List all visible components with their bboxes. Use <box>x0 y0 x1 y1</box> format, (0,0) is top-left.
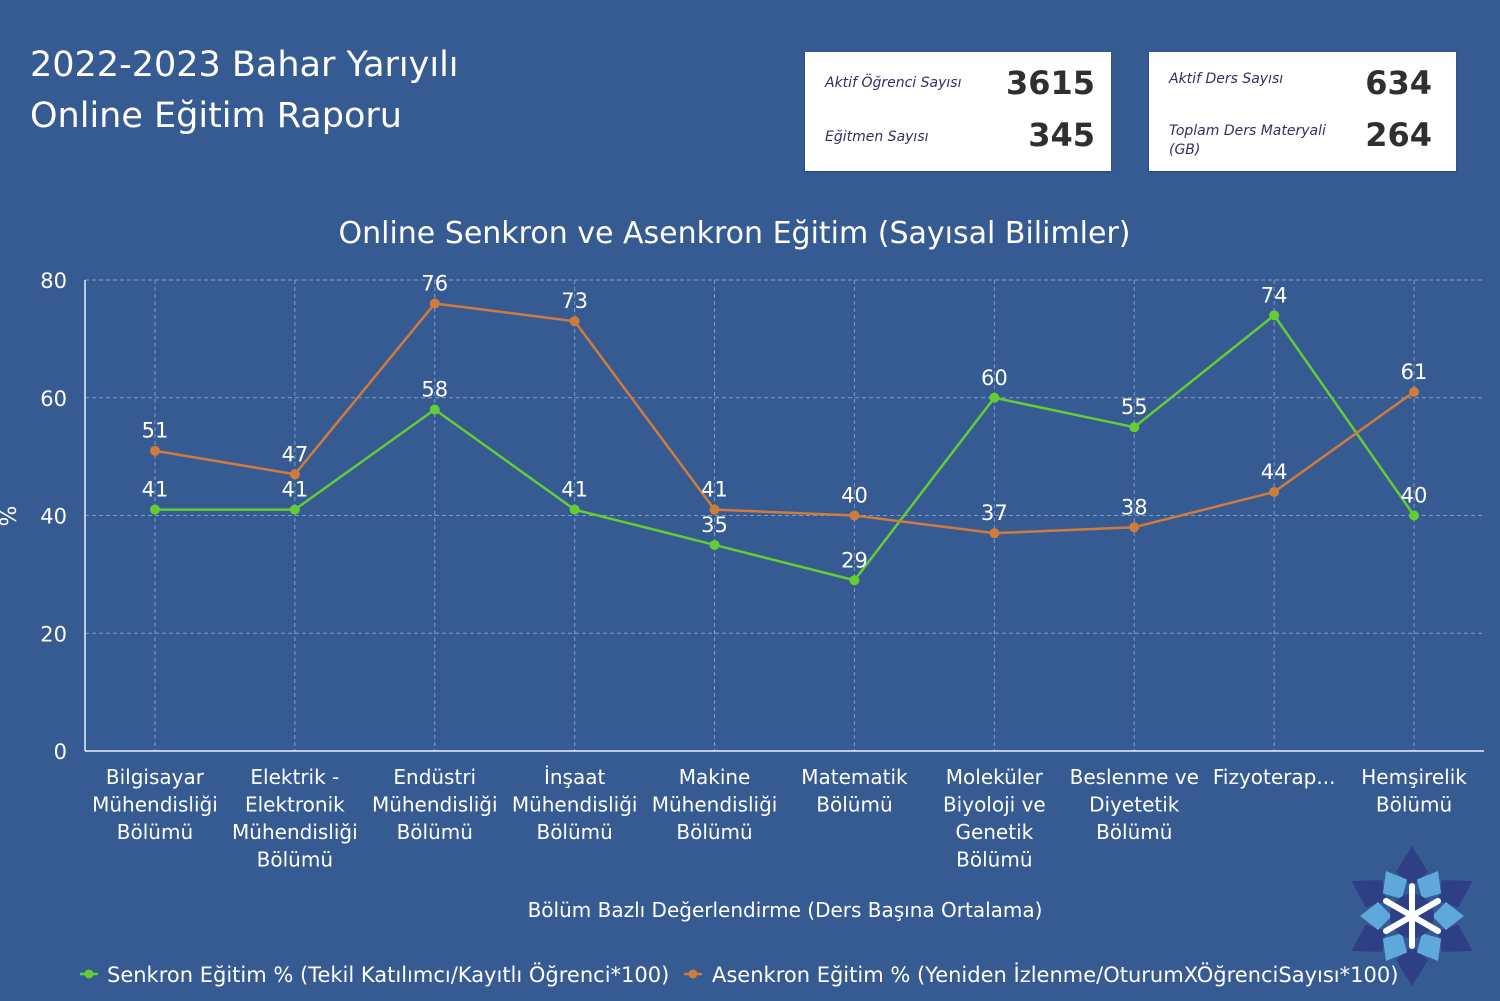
x-tick-label: Endüstri Mühendisliği Bölümü <box>372 765 498 844</box>
data-label-senkron: 35 <box>701 513 728 537</box>
data-point-senkron <box>989 392 1000 403</box>
kpi-row-active-courses: Aktif Ders Sayısı 634 <box>1149 60 1456 110</box>
kpi-label-active-courses: Aktif Ders Sayısı <box>1169 71 1284 87</box>
x-tick-label: Fizyoterap... <box>1213 765 1336 789</box>
data-label-asenkron: 51 <box>142 419 169 443</box>
kpi-value-course-material: 264 <box>1365 116 1432 154</box>
report-title-line2: Online Eğitim Raporu <box>30 96 402 136</box>
y-tick-label: 80 <box>40 269 67 293</box>
data-label-asenkron: 41 <box>701 478 728 502</box>
x-tick-label: Hemşirelik Bölümü <box>1361 765 1467 817</box>
data-point-asenkron <box>149 445 160 456</box>
data-point-asenkron <box>849 510 860 521</box>
data-label-senkron: 58 <box>421 378 448 402</box>
x-tick-label: İnşaat Mühendisliği Bölümü <box>512 765 638 844</box>
series-line-asenkron <box>154 302 1415 535</box>
chart-grid <box>85 279 1484 751</box>
data-point-senkron <box>1269 310 1280 321</box>
chart-legend: Senkron Eğitim % (Tekil Katılımcı/Kayıtl… <box>80 962 1398 987</box>
data-label-asenkron: 73 <box>561 289 588 313</box>
data-label-asenkron: 61 <box>1401 360 1428 384</box>
data-point-asenkron <box>1409 386 1420 397</box>
legend-entry: Asenkron Eğitim % (Yeniden İzlenme/Oturu… <box>712 962 1398 987</box>
x-axis-label: Bölüm Bazlı Değerlendirme (Ders Başına O… <box>528 898 1043 922</box>
y-tick-label: 0 <box>54 740 67 764</box>
report-title: 2022-2023 Bahar Yarıyılı Online Eğitim R… <box>30 40 459 142</box>
data-label-senkron: 40 <box>1401 484 1428 508</box>
data-point-senkron <box>709 539 720 550</box>
kpi-row-active-students: Aktif Öğrenci Sayısı 3615 <box>805 60 1111 110</box>
legend-swatch-marker <box>84 969 94 979</box>
kpi-label-course-material: Toplam Ders Materyali (GB) <box>1169 123 1326 158</box>
x-tick-label: Beslenme ve Diyetetik Bölümü <box>1070 765 1199 844</box>
data-point-asenkron <box>289 469 300 480</box>
data-label-asenkron: 37 <box>981 501 1008 525</box>
data-label-asenkron: 40 <box>841 484 868 508</box>
data-point-asenkron <box>1269 486 1280 497</box>
x-tick-label: Matematik Bölümü <box>801 765 908 817</box>
x-tick-label: Moleküler Biyoloji ve Genetik Bölümü <box>943 765 1046 872</box>
data-label-senkron: 41 <box>281 478 308 502</box>
kpi-row-course-material: Toplam Ders Materyali (GB) 264 <box>1149 112 1456 162</box>
data-point-asenkron <box>569 316 580 327</box>
legend-swatch-marker <box>688 969 698 979</box>
data-label-asenkron: 44 <box>1261 460 1288 484</box>
data-point-senkron <box>149 504 160 515</box>
y-tick-label: 60 <box>40 387 67 411</box>
data-label-senkron: 74 <box>1261 283 1288 307</box>
kpi-value-active-courses: 634 <box>1365 64 1432 102</box>
kpi-label-instructors: Eğitmen Sayısı <box>825 129 929 145</box>
chart-series <box>149 298 1420 586</box>
data-point-senkron <box>289 504 300 515</box>
series-line-senkron <box>154 314 1416 582</box>
kpi-card-students: Aktif Öğrenci Sayısı 3615 Eğitmen Sayısı… <box>805 52 1111 171</box>
kpi-card-courses: Aktif Ders Sayısı 634 Toplam Ders Matery… <box>1149 52 1456 171</box>
y-axis-label: % <box>0 506 22 527</box>
data-point-senkron <box>569 504 580 515</box>
report-title-line1: 2022-2023 Bahar Yarıyılı <box>30 45 459 85</box>
kpi-row-instructors: Eğitmen Sayısı 345 <box>805 112 1111 162</box>
data-point-senkron <box>1129 422 1140 433</box>
data-point-asenkron <box>989 528 1000 539</box>
data-point-asenkron <box>429 298 440 309</box>
data-point-senkron <box>1409 510 1420 521</box>
legend-entry: Senkron Eğitim % (Tekil Katılımcı/Kayıtl… <box>107 962 669 987</box>
data-point-asenkron <box>709 504 720 515</box>
kpi-label-active-students: Aktif Öğrenci Sayısı <box>825 75 962 91</box>
kpi-value-active-students: 3615 <box>1005 64 1095 102</box>
data-label-asenkron: 76 <box>421 272 448 296</box>
data-label-asenkron: 47 <box>281 442 308 466</box>
data-label-senkron: 29 <box>841 548 868 572</box>
kpi-value-instructors: 345 <box>1028 116 1095 154</box>
data-label-senkron: 41 <box>561 478 588 502</box>
chart-axes: 0 20 40 60 80% BilgisayarMühendisliğiBölümüEl… <box>0 269 1484 922</box>
data-label-senkron: 41 <box>142 478 169 502</box>
y-tick-label: 40 <box>40 505 67 529</box>
data-point-senkron <box>849 575 860 586</box>
data-label-senkron: 60 <box>981 366 1008 390</box>
data-label-asenkron: 38 <box>1121 495 1148 519</box>
x-tick-label: Makine Mühendisliği Bölümü <box>652 765 778 844</box>
data-point-asenkron <box>1129 522 1140 533</box>
chart-title: Online Senkron ve Asenkron Eğitim (Sayıs… <box>338 216 1130 251</box>
university-logo-icon <box>1351 846 1473 986</box>
x-tick-label: Bilgisayar Mühendisliği Bölümü <box>92 765 218 844</box>
x-tick-label: Elektrik -Elektronik Mühendisliği Bölümü <box>232 765 358 872</box>
data-label-senkron: 55 <box>1121 395 1148 419</box>
y-tick-label: 20 <box>40 622 67 646</box>
data-point-senkron <box>429 404 440 415</box>
chart-labels: Online Senkron ve Asenkron Eğitim (Sayıs… <box>142 216 1428 572</box>
